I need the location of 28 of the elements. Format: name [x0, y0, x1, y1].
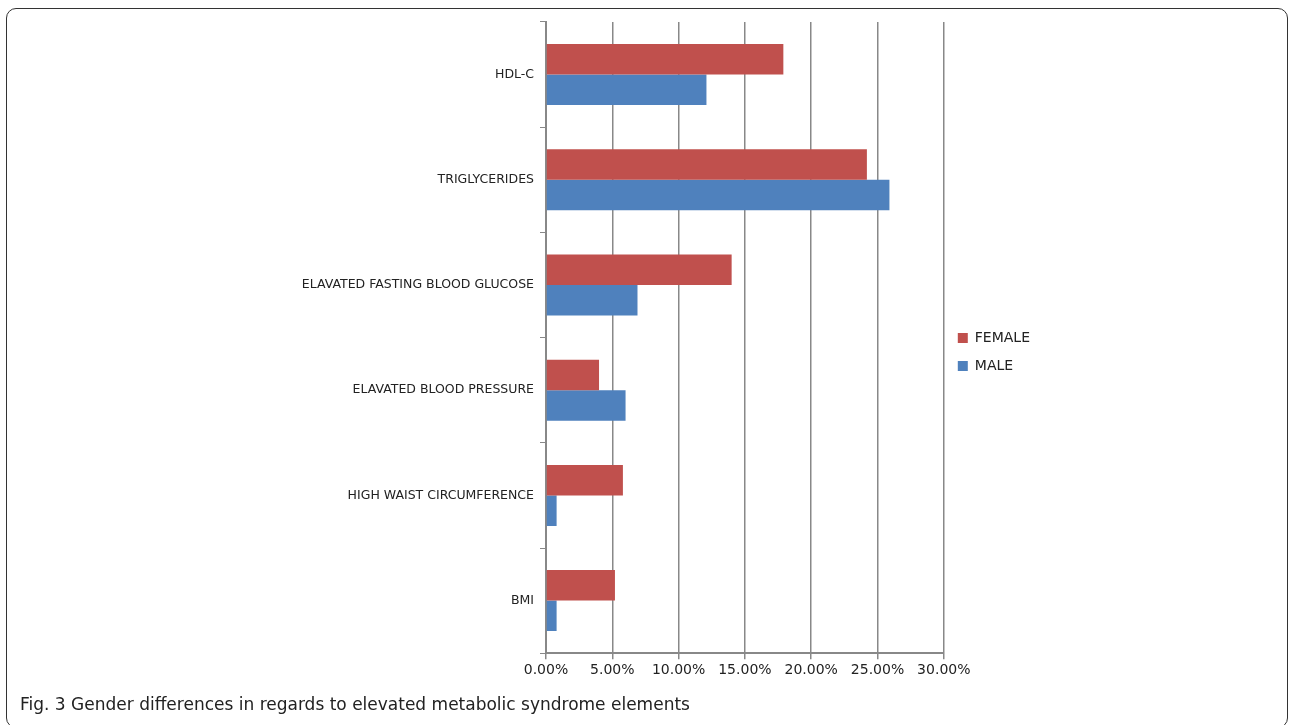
x-tick-label: 15.00% [718, 661, 772, 678]
bar [546, 570, 615, 601]
bar [546, 495, 557, 526]
y-tick-label: ELAVATED BLOOD PRESSURE [352, 381, 535, 397]
bar [546, 359, 600, 391]
bar [546, 285, 638, 316]
bar [546, 44, 784, 75]
bar [546, 254, 732, 285]
bar [546, 74, 707, 106]
bar [546, 464, 623, 496]
bar [546, 149, 867, 180]
bar [546, 390, 626, 421]
y-tick-label: HDL-C [494, 65, 535, 81]
y-tick-label: HIGH WAIST CIRCUMFERENCE [347, 486, 535, 502]
text: Fig. 3 Gender differences in regards to elevated metabolic syndrome elements [20, 694, 690, 714]
x-tick-label: 10.00% [651, 661, 706, 678]
x-tick-label: 5.00% [590, 661, 635, 678]
y-tick-label: TRIGLYCERIDES [436, 171, 535, 187]
bar [546, 600, 557, 632]
x-tick-label: 30.00% [917, 661, 971, 678]
bar [546, 179, 890, 211]
y-tick-label: ELAVATED FASTING BLOOD GLUCOSE [301, 276, 535, 292]
y-tick-label: BMI [510, 591, 534, 607]
legend-label: MALE [974, 356, 1014, 373]
x-tick-label: 20.00% [784, 661, 838, 678]
legend-label: FEMALE [974, 328, 1030, 345]
x-tick-label: 25.00% [850, 661, 905, 678]
x-tick-label: 0.00% [523, 661, 569, 678]
